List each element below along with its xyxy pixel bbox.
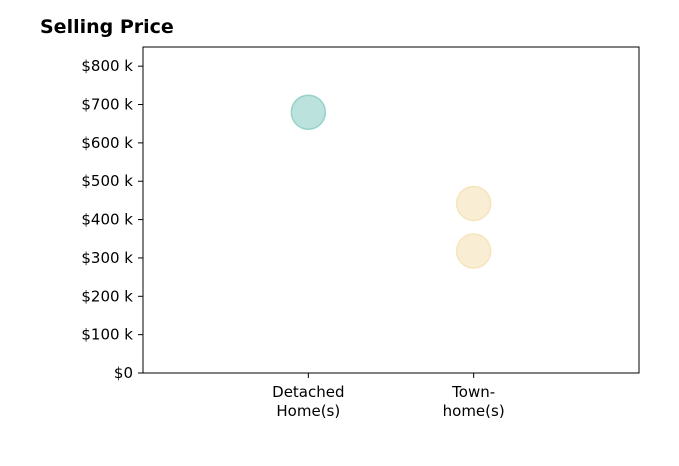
y-tick-label: $0 <box>114 364 133 382</box>
data-point <box>455 185 492 222</box>
y-tick-label: $400 k <box>81 211 133 229</box>
y-tick-label: $200 k <box>81 287 133 305</box>
y-tick-label: $800 k <box>81 57 133 75</box>
plot-frame <box>142 46 640 374</box>
y-tick-label: $700 k <box>81 96 133 114</box>
x-tick-label: Town-home(s) <box>443 383 505 420</box>
x-tick-label: Detached Home(s) <box>272 383 344 420</box>
axis-layer: $0 $100 k $200 k $300 k $400 k $500 k $600 k $7… <box>81 46 640 420</box>
y-tick-label: $500 k <box>81 172 133 190</box>
chart-title: Selling Price <box>40 16 174 38</box>
y-tick-label: $100 k <box>81 326 133 344</box>
y-tick-label: $300 k <box>81 249 133 267</box>
data-point <box>455 233 492 269</box>
y-tick-label: $600 k <box>81 134 133 152</box>
data-point <box>290 94 327 130</box>
marks-layer <box>290 94 492 269</box>
